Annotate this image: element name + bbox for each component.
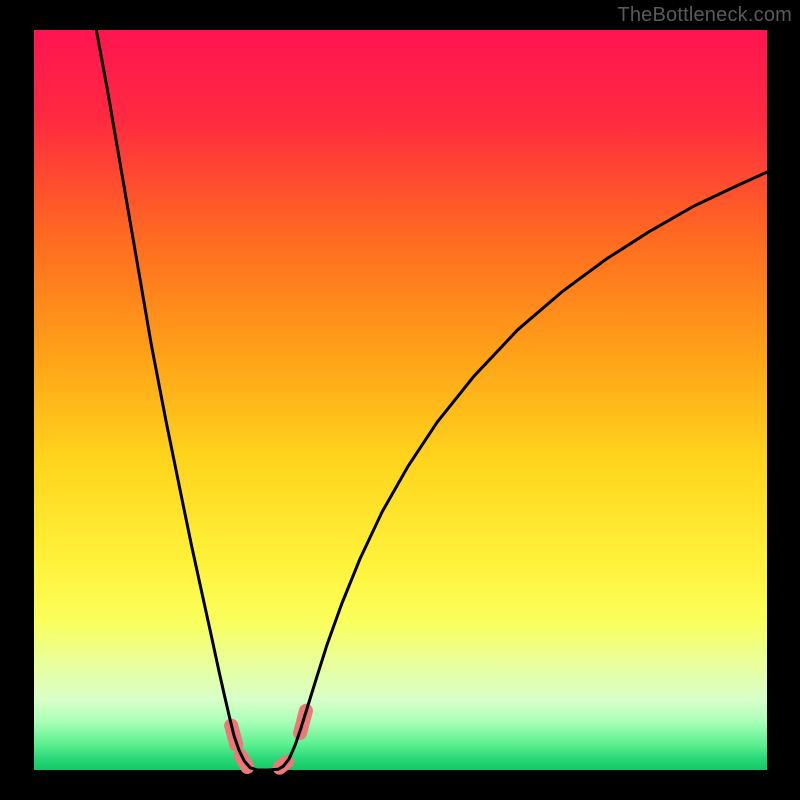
plot-svg (34, 30, 767, 770)
plot-area (34, 30, 767, 770)
attribution-text: TheBottleneck.com (617, 4, 792, 27)
chart-background (34, 30, 767, 770)
